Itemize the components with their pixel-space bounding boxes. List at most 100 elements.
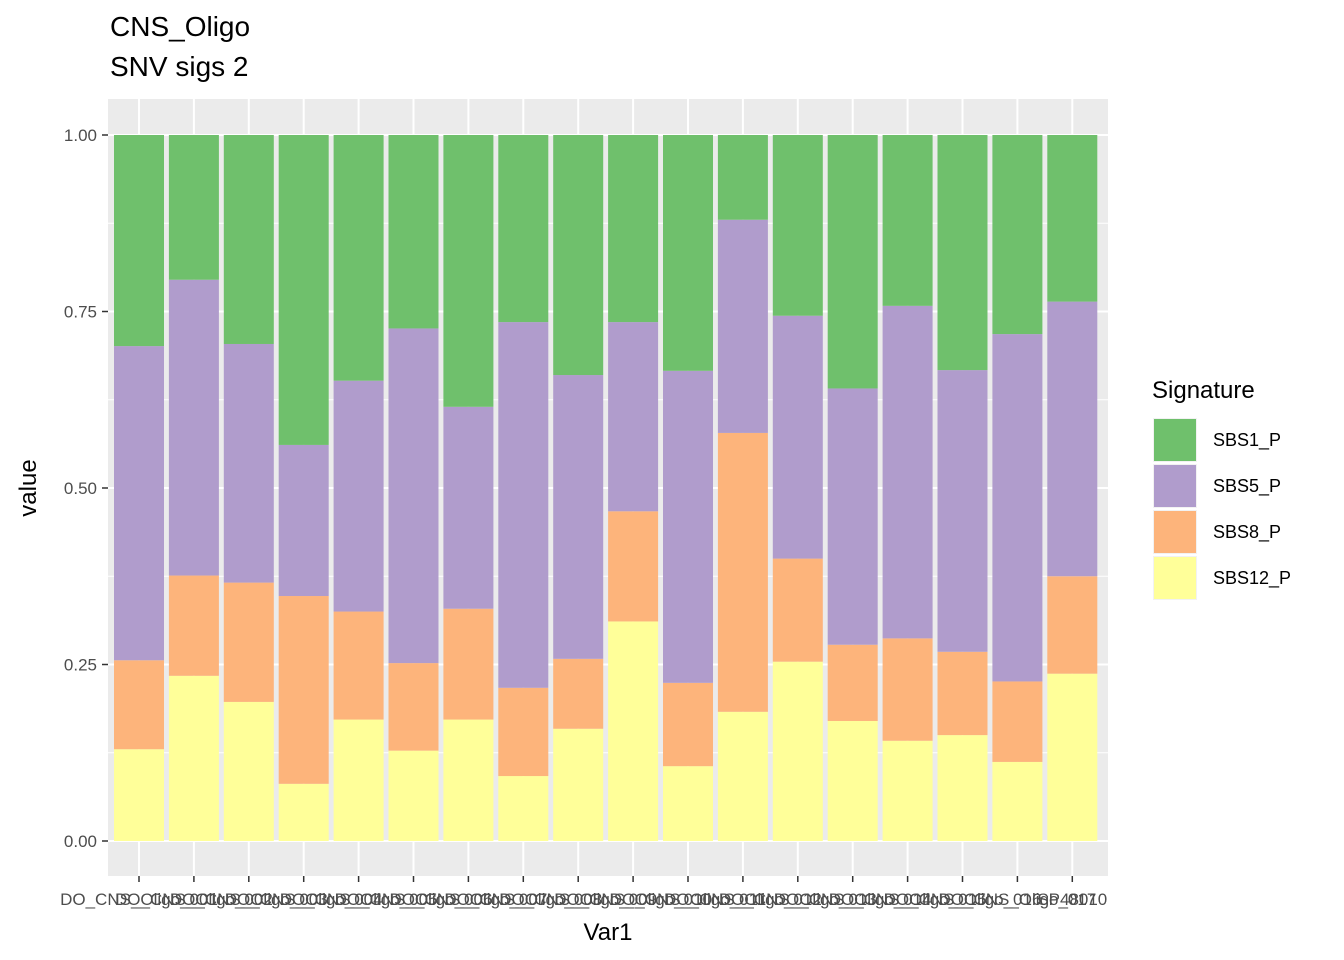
bar-segment-SBS8_P <box>553 658 604 729</box>
bar-segment-SBS8_P <box>114 660 164 750</box>
bar-segment-SBS12_P <box>168 675 219 841</box>
bar-segment-SBS5_P <box>937 370 988 652</box>
x-tick-label: DO_CNS_Oligo_003 <box>170 890 328 909</box>
bar-segment-SBS12_P <box>553 728 604 841</box>
x-tick-label: DO_CNS_Oligo_016 <box>884 890 1042 909</box>
bar-segment-SBS12_P <box>443 719 494 841</box>
bar-segment-SBS1_P <box>882 135 933 306</box>
bar-segment-SBS8_P <box>278 596 329 784</box>
bar-segment-SBS12_P <box>114 749 164 841</box>
bar-segment-SBS1_P <box>388 135 439 329</box>
x-tick-label: DO_CNS_Oligo_017 <box>938 890 1096 909</box>
bar-segment-SBS12_P <box>827 720 878 841</box>
x-tick-label: DO_CNS_Oligo_015 <box>829 890 987 909</box>
bar-segment-SBS5_P <box>278 444 329 597</box>
x-tick-label: DO_CNS_Oligo_013 <box>719 890 877 909</box>
x-tick-label: DO_CNS_Oligo_006 <box>335 890 493 909</box>
bar-segment-SBS8_P <box>608 511 659 622</box>
y-tick-label: 0.50 <box>64 479 97 498</box>
bar-segment-SBS1_P <box>827 135 878 389</box>
x-tick-label: DO_CNS_Oligo_008 <box>444 890 602 909</box>
bar-segment-SBS1_P <box>1047 135 1098 302</box>
legend-label: SBS12_P <box>1213 568 1291 589</box>
bar-segment-SBS12_P <box>717 711 768 841</box>
bar-segment-SBS12_P <box>388 750 439 841</box>
bar-segment-SBS1_P <box>937 135 988 371</box>
bar-segment-SBS12_P <box>663 766 713 841</box>
bar-segment-SBS5_P <box>608 322 659 512</box>
legend-key-SBS1_P <box>1154 419 1196 461</box>
bar-segment-SBS1_P <box>443 135 494 407</box>
bar-segment-SBS1_P <box>168 135 219 280</box>
x-tick-label: DO_CNS_Oligo_012 <box>664 890 822 909</box>
chart-title-line-2: SNV sigs 2 <box>110 51 249 82</box>
bar-segment-SBS1_P <box>663 135 713 371</box>
bar-segment-SBS1_P <box>717 135 768 220</box>
bar-segment-SBS8_P <box>992 681 1043 762</box>
bar-segment-SBS5_P <box>553 375 604 659</box>
bar-segment-SBS5_P <box>717 219 768 433</box>
bar-segment-SBS12_P <box>333 719 384 841</box>
bar-segment-SBS12_P <box>992 761 1043 841</box>
x-axis-title: Var1 <box>584 919 633 946</box>
bar-segment-SBS12_P <box>223 701 274 841</box>
x-tick-label: DO_CNS_Oligo_009 <box>499 890 657 909</box>
x-tick-label: DO_CNS_Oligo_011 <box>610 890 767 909</box>
bar-segment-SBS5_P <box>443 406 494 609</box>
bar-segment-SBS5_P <box>882 305 933 639</box>
bar-segment-SBS5_P <box>498 322 549 688</box>
bar-segment-SBS8_P <box>223 582 274 702</box>
bar-segment-SBS12_P <box>772 661 823 841</box>
x-tick-label: DO_CNS_Oligo_007 <box>389 890 547 909</box>
x-tick-label: DO_CNS_Oligo_001 <box>60 890 218 909</box>
x-tick-label: DO_CNS_Oligo_014 <box>774 890 932 909</box>
y-tick-label: 1.00 <box>64 126 97 145</box>
bar-segment-SBS1_P <box>333 135 384 381</box>
bar-segment-SBS8_P <box>882 638 933 741</box>
bar-segment-SBS12_P <box>278 783 329 841</box>
bar-segment-SBS5_P <box>772 315 823 559</box>
x-axis: DO_CNS_Oligo_001DO_CNS_Oligo_002DO_CNS_O… <box>60 876 1107 909</box>
x-tick-label: DO_CNS_Oligo_002 <box>115 890 273 909</box>
bar-segment-SBS5_P <box>114 346 164 661</box>
bar-segment-SBS12_P <box>1047 673 1098 841</box>
bar-segment-SBS1_P <box>114 135 164 347</box>
y-axis: 0.00 0.25 0.50 0.75 1.00 <box>64 126 108 851</box>
legend-title: Signature <box>1152 377 1255 404</box>
bar-segment-SBS8_P <box>772 558 823 662</box>
y-tick-label: 0.75 <box>64 303 97 322</box>
x-tick-label: SP48010 <box>1037 890 1107 909</box>
bar-segment-SBS12_P <box>937 735 988 841</box>
x-tick-label: DO_CNS_Oligo_004 <box>225 890 383 909</box>
bar-segment-SBS1_P <box>498 135 549 323</box>
x-tick-label: DO_CNS_Oligo_010 <box>554 890 712 909</box>
bar-segment-SBS8_P <box>388 663 439 751</box>
bar-segment-SBS1_P <box>553 135 604 376</box>
x-tick-label: DO_CNS_Oligo_005 <box>280 890 438 909</box>
bar-segment-SBS5_P <box>992 334 1043 682</box>
bar-segment-SBS5_P <box>827 388 878 645</box>
bar-segment-SBS5_P <box>1047 301 1098 577</box>
bar-segment-SBS5_P <box>333 380 384 612</box>
bar-segment-SBS8_P <box>827 644 878 721</box>
bar-segment-SBS8_P <box>498 687 549 777</box>
bar-segment-SBS8_P <box>168 575 219 676</box>
bar-segment-SBS8_P <box>717 432 768 712</box>
legend-key-SBS5_P <box>1154 465 1196 507</box>
bar-segment-SBS5_P <box>223 343 274 583</box>
bar-segment-SBS1_P <box>608 135 659 323</box>
legend-label: SBS1_P <box>1213 430 1281 451</box>
y-axis-title: value <box>15 459 42 516</box>
legend-label: SBS8_P <box>1213 522 1281 543</box>
bar-segment-SBS1_P <box>278 135 329 445</box>
bar-segment-SBS8_P <box>937 651 988 736</box>
y-tick-label: 0.00 <box>64 832 97 851</box>
bar-segment-SBS1_P <box>223 135 274 344</box>
bar-segment-SBS5_P <box>388 328 439 664</box>
bar-segment-SBS12_P <box>608 621 659 841</box>
chart-title-line-1: CNS_Oligo <box>110 11 250 42</box>
bar-segment-SBS12_P <box>882 740 933 841</box>
bar-segment-SBS1_P <box>992 135 1043 335</box>
legend-label: SBS5_P <box>1213 476 1281 497</box>
